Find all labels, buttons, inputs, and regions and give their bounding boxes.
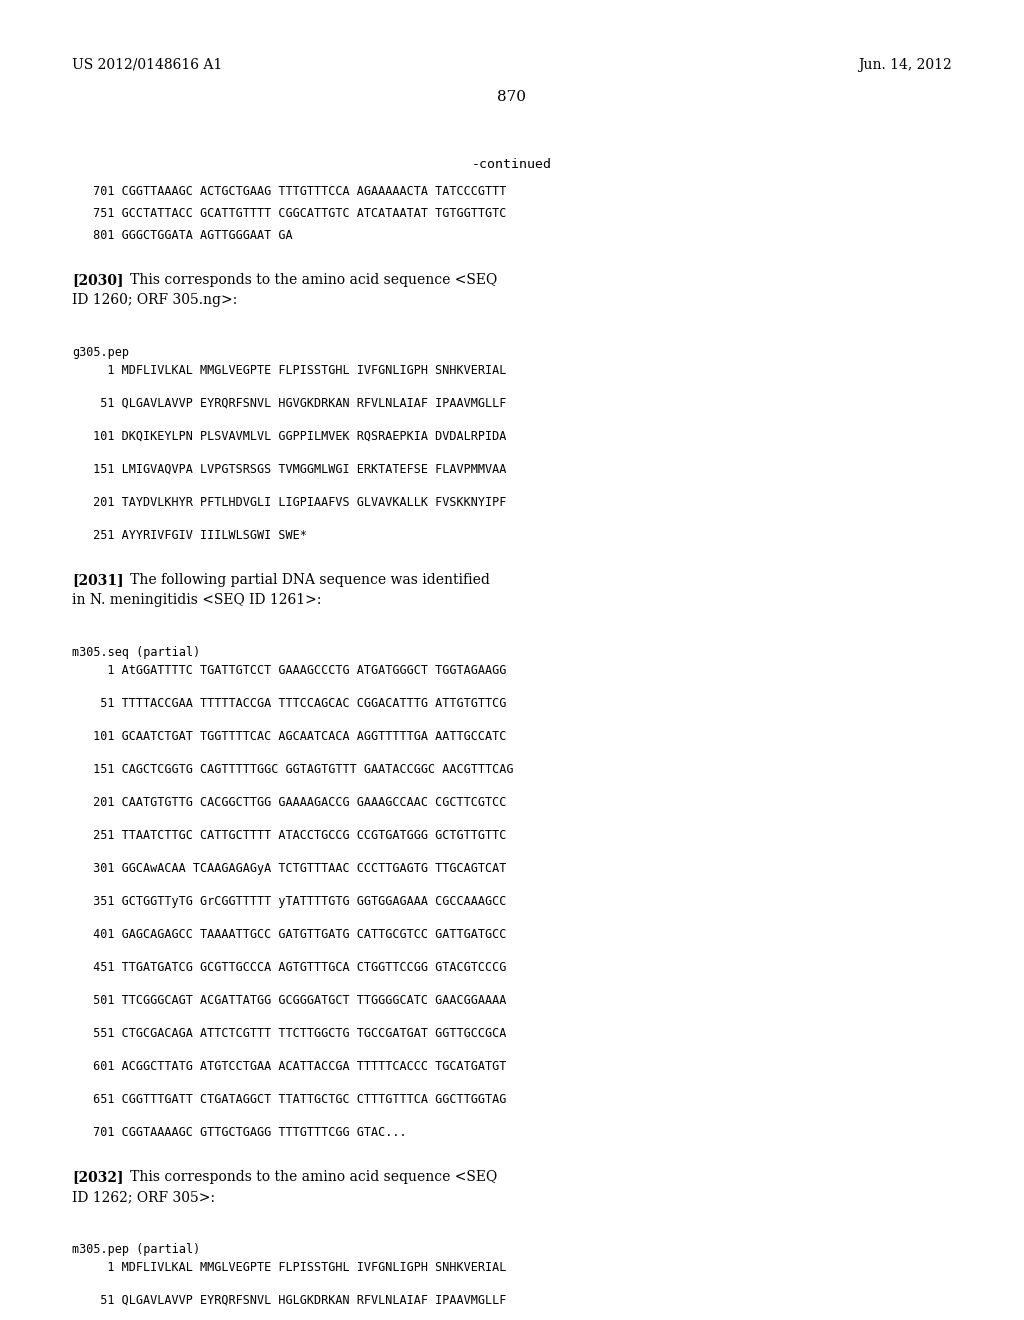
Text: m305.pep (partial): m305.pep (partial)	[72, 1243, 201, 1257]
Text: 551 CTGCGACAGA ATTCTCGTTT TTCTTGGCTG TGCCGATGAT GGTTGCCGCA: 551 CTGCGACAGA ATTCTCGTTT TTCTTGGCTG TGC…	[86, 1027, 507, 1040]
Text: 751 GCCTATTACC GCATTGTTTT CGGCATTGTC ATCATAATAT TGTGGTTGTC: 751 GCCTATTACC GCATTGTTTT CGGCATTGTC ATC…	[86, 207, 507, 220]
Text: This corresponds to the amino acid sequence <SEQ: This corresponds to the amino acid seque…	[117, 273, 498, 286]
Text: [2030]: [2030]	[72, 273, 124, 286]
Text: -continued: -continued	[472, 158, 552, 172]
Text: 201 CAATGTGTTG CACGGCTTGG GAAAAGACCG GAAAGCCAAC CGCTTCGTCC: 201 CAATGTGTTG CACGGCTTGG GAAAAGACCG GAA…	[86, 796, 507, 809]
Text: 651 CGGTTTGATT CTGATAGGCT TTATTGCTGC CTTTGTTTCA GGCTTGGTAG: 651 CGGTTTGATT CTGATAGGCT TTATTGCTGC CTT…	[86, 1093, 507, 1106]
Text: ID 1260; ORF 305.ng>:: ID 1260; ORF 305.ng>:	[72, 293, 238, 308]
Text: 1 AtGGATTTTC TGATTGTCCT GAAAGCCCTG ATGATGGGCT TGGTAGAAGG: 1 AtGGATTTTC TGATTGTCCT GAAAGCCCTG ATGAT…	[86, 664, 507, 677]
Text: 251 TTAATCTTGC CATTGCTTTT ATACCTGCCG CCGTGATGGG GCTGTTGTTC: 251 TTAATCTTGC CATTGCTTTT ATACCTGCCG CCG…	[86, 829, 507, 842]
Text: 51 TTTTACCGAA TTTTTACCGA TTTCCAGCAC CGGACATTTG ATTGTGTTCG: 51 TTTTACCGAA TTTTTACCGA TTTCCAGCAC CGGA…	[86, 697, 507, 710]
Text: 101 GCAATCTGAT TGGTTTTCAC AGCAATCACA AGGTTTTTGA AATTGCCATC: 101 GCAATCTGAT TGGTTTTCAC AGCAATCACA AGG…	[86, 730, 507, 743]
Text: 251 AYYRIVFGIV IIILWLSGWI SWE*: 251 AYYRIVFGIV IIILWLSGWI SWE*	[86, 529, 307, 543]
Text: m305.seq (partial): m305.seq (partial)	[72, 645, 201, 659]
Text: g305.pep: g305.pep	[72, 346, 129, 359]
Text: [2032]: [2032]	[72, 1170, 124, 1184]
Text: 401 GAGCAGAGCC TAAAATTGCC GATGTTGATG CATTGCGTCC GATTGATGCC: 401 GAGCAGAGCC TAAAATTGCC GATGTTGATG CAT…	[86, 928, 507, 941]
Text: 101 DKQIKEYLPN PLSVAVMLVL GGPPILMVEK RQSRAEPKIA DVDALRPIDA: 101 DKQIKEYLPN PLSVAVMLVL GGPPILMVEK RQS…	[86, 430, 507, 444]
Text: 1 MDFLIVLKAL MMGLVEGPTE FLPISSTGHL IVFGNLIGPH SNHKVERIAL: 1 MDFLIVLKAL MMGLVEGPTE FLPISSTGHL IVFGN…	[86, 1261, 507, 1274]
Text: [2031]: [2031]	[72, 573, 124, 587]
Text: 351 GCTGGTTyTG GrCGGTTTTT yTATTTTGTG GGTGGAGAAA CGCCAAAGCC: 351 GCTGGTTyTG GrCGGTTTTT yTATTTTGTG GGT…	[86, 895, 507, 908]
Text: 51 QLGAVLAVVP EYRQRFSNVL HGLGKDRKAN RFVLNLAIAF IPAAVMGLLF: 51 QLGAVLAVVP EYRQRFSNVL HGLGKDRKAN RFVL…	[86, 1294, 507, 1307]
Text: Jun. 14, 2012: Jun. 14, 2012	[858, 58, 952, 73]
Text: in N. meningitidis <SEQ ID 1261>:: in N. meningitidis <SEQ ID 1261>:	[72, 593, 322, 607]
Text: 701 CGGTAAAAGC GTTGCTGAGG TTTGTTTCGG GTAC...: 701 CGGTAAAAGC GTTGCTGAGG TTTGTTTCGG GTA…	[86, 1126, 407, 1139]
Text: 501 TTCGGGCAGT ACGATTATGG GCGGGATGCT TTGGGGCATC GAACGGAAAA: 501 TTCGGGCAGT ACGATTATGG GCGGGATGCT TTG…	[86, 994, 507, 1007]
Text: 301 GGCAwACAA TCAAGAGAGyA TCTGTTTAAC CCCTTGAGTG TTGCAGTCAT: 301 GGCAwACAA TCAAGAGAGyA TCTGTTTAAC CCC…	[86, 862, 507, 875]
Text: 451 TTGATGATCG GCGTTGCCCA AGTGTTTGCA CTGGTTCCGG GTACGTCCCG: 451 TTGATGATCG GCGTTGCCCA AGTGTTTGCA CTG…	[86, 961, 507, 974]
Text: 870: 870	[498, 90, 526, 104]
Text: 701 CGGTTAAAGC ACTGCTGAAG TTTGTTTCCA AGAAAAACTA TATCCCGTTT: 701 CGGTTAAAGC ACTGCTGAAG TTTGTTTCCA AGA…	[86, 185, 507, 198]
Text: The following partial DNA sequence was identified: The following partial DNA sequence was i…	[117, 573, 489, 587]
Text: 51 QLGAVLAVVP EYRQRFSNVL HGVGKDRKAN RFVLNLAIAF IPAAVMGLLF: 51 QLGAVLAVVP EYRQRFSNVL HGVGKDRKAN RFVL…	[86, 397, 507, 411]
Text: 151 LMIGVAQVPA LVPGTSRSGS TVMGGMLWGI ERKTATEFSE FLAVPMMVAA: 151 LMIGVAQVPA LVPGTSRSGS TVMGGMLWGI ERK…	[86, 463, 507, 477]
Text: ID 1262; ORF 305>:: ID 1262; ORF 305>:	[72, 1191, 215, 1204]
Text: US 2012/0148616 A1: US 2012/0148616 A1	[72, 58, 222, 73]
Text: 151 CAGCTCGGTG CAGTTTTTGGC GGTAGTGTTT GAATACCGGC AACGTTTCAG: 151 CAGCTCGGTG CAGTTTTTGGC GGTAGTGTTT GA…	[86, 763, 513, 776]
Text: 801 GGGCTGGATA AGTTGGGAAT GA: 801 GGGCTGGATA AGTTGGGAAT GA	[86, 228, 293, 242]
Text: This corresponds to the amino acid sequence <SEQ: This corresponds to the amino acid seque…	[117, 1170, 498, 1184]
Text: 601 ACGGCTTATG ATGTCCTGAA ACATTACCGA TTTTTCACCC TGCATGATGT: 601 ACGGCTTATG ATGTCCTGAA ACATTACCGA TTT…	[86, 1060, 507, 1073]
Text: 201 TAYDVLKHYR PFTLHDVGLI LIGPIAAFVS GLVAVKALLK FVSKKNYIPF: 201 TAYDVLKHYR PFTLHDVGLI LIGPIAAFVS GLV…	[86, 496, 507, 510]
Text: 1 MDFLIVLKAL MMGLVEGPTE FLPISSTGHL IVFGNLIGPH SNHKVERIAL: 1 MDFLIVLKAL MMGLVEGPTE FLPISSTGHL IVFGN…	[86, 364, 507, 378]
